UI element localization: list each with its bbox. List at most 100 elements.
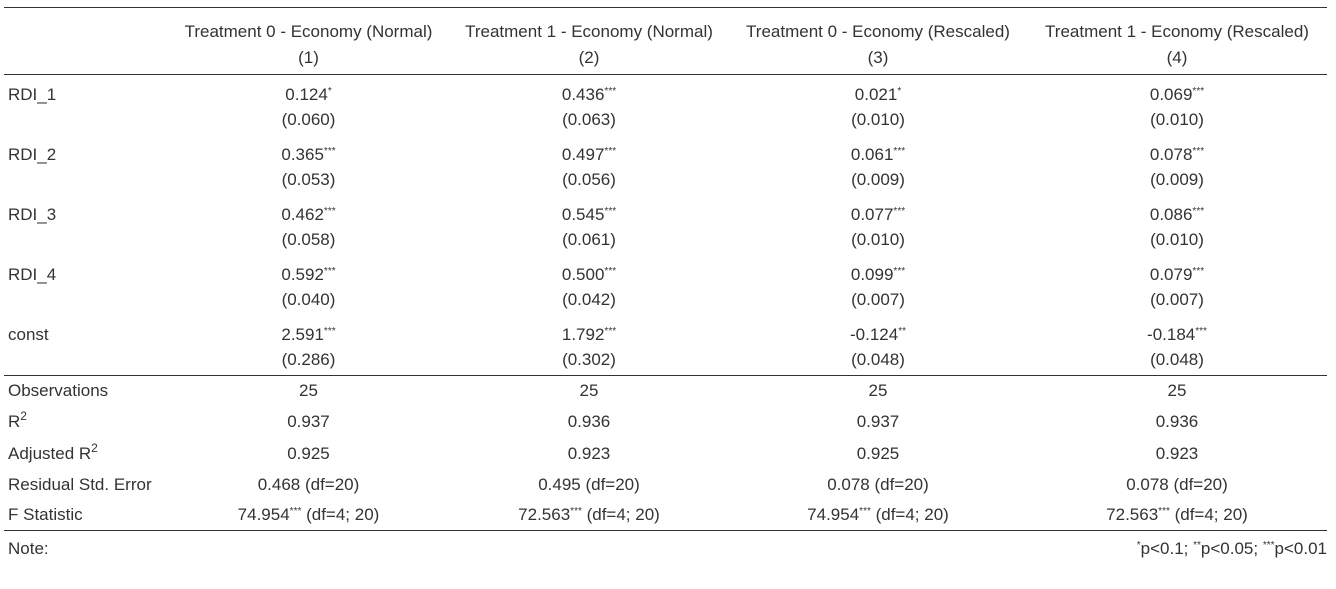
coef-value: 0.462 [281, 205, 324, 224]
coef-cell: 0.365*** [168, 135, 449, 165]
standard-error: (0.048) [1027, 345, 1327, 376]
se-row-const: (0.286) (0.302) (0.048) (0.048) [4, 345, 1327, 376]
header-titles-row: Treatment 0 - Economy (Normal) Treatment… [4, 7, 1327, 42]
note-stars-1: * [1136, 540, 1141, 551]
coef-cell: 0.069*** [1027, 75, 1327, 106]
r2-label-text: R [8, 412, 21, 431]
stat-row-f-statistic: F Statistic 74.954*** (df=4; 20) 72.563*… [4, 500, 1327, 531]
significance-stars: *** [604, 326, 617, 337]
f-value: 74.954 [807, 505, 860, 524]
coef-cell: 0.592*** [168, 255, 449, 285]
coef-cell: 0.462*** [168, 195, 449, 225]
stat-value: 0.937 [856, 412, 900, 431]
coef-cell: 0.500*** [449, 255, 729, 285]
coef-row-rdi-4: RDI_4 0.592*** 0.500*** 0.099*** 0.079**… [4, 255, 1327, 285]
stat-value: 0.925 [856, 444, 900, 463]
note-text-2: p<0.05; [1200, 539, 1263, 558]
significance-stars: *** [1192, 86, 1205, 97]
standard-error: (0.009) [1150, 170, 1204, 189]
stat-row-adjusted-r2: Adjusted R2 0.925 0.923 0.925 0.923 [4, 438, 1327, 470]
significance-stars: *** [604, 266, 617, 277]
model-number: (4) [1027, 42, 1327, 75]
adjusted-r2-superscript: 2 [91, 441, 98, 455]
note-text-1: p<0.1; [1140, 539, 1194, 558]
note-label: Note: [8, 539, 49, 558]
significance-stars: *** [570, 506, 582, 517]
significance-stars: *** [604, 86, 617, 97]
se-row-rdi-2: (0.053) (0.056) (0.009) (0.009) [4, 165, 1327, 195]
significance-stars: *** [1192, 266, 1205, 277]
variable-label: RDI_4 [8, 265, 57, 284]
coef-value: 0.077 [850, 205, 894, 224]
significance-stars: *** [893, 206, 906, 217]
standard-error: (0.056) [562, 170, 616, 189]
significance-stars: *** [1158, 506, 1170, 517]
coef-cell: 1.792*** [449, 315, 729, 345]
stat-value: 0.468 (df=20) [257, 475, 360, 494]
coef-value: 0.592 [281, 265, 324, 284]
stat-row-observations: Observations 25 25 25 25 [4, 376, 1327, 407]
header-blank-cell [4, 7, 168, 42]
f-df: (df=4; 20) [581, 505, 660, 524]
model-title: Treatment 0 - Economy (Normal) [168, 7, 449, 42]
note-stars-3: *** [1262, 540, 1275, 551]
f-df: (df=4; 20) [1169, 505, 1248, 524]
header-blank-cell [4, 42, 168, 75]
blank-cell [449, 531, 729, 568]
significance-stars: *** [1195, 326, 1207, 337]
header-numbers-row: (1) (2) (3) (4) [4, 42, 1327, 75]
standard-error: (0.010) [1150, 110, 1204, 129]
model-number: (3) [729, 42, 1027, 75]
stat-value: 74.954*** (df=4; 20) [168, 500, 449, 531]
significance-stars: *** [323, 206, 336, 217]
stat-value: 0.936 [567, 412, 611, 431]
coef-value: -0.124 [850, 325, 899, 344]
significance-note: *p<0.1; **p<0.05; ***p<0.01 [729, 531, 1327, 568]
standard-error: (0.302) [449, 345, 729, 376]
significance-stars: *** [604, 206, 617, 217]
regression-table: Treatment 0 - Economy (Normal) Treatment… [4, 7, 1327, 567]
stat-value: 0.923 [1155, 444, 1199, 463]
f-value: 72.563 [518, 505, 571, 524]
coef-value: 1.792 [561, 325, 605, 344]
coef-row-rdi-2: RDI_2 0.365*** 0.497*** 0.061*** 0.078**… [4, 135, 1327, 165]
f-df: (df=4; 20) [301, 505, 380, 524]
coef-cell: 0.497*** [449, 135, 729, 165]
coef-value: 0.124 [285, 85, 328, 104]
model-number: (1) [168, 42, 449, 75]
coef-row-const: const 2.591*** 1.792*** -0.124** -0.184*… [4, 315, 1327, 345]
significance-stars: *** [323, 326, 336, 337]
standard-error: (0.010) [1150, 230, 1204, 249]
coef-cell: 0.086*** [1027, 195, 1327, 225]
significance-stars: *** [323, 266, 336, 277]
coef-value: 0.061 [850, 145, 894, 164]
variable-label: RDI_2 [8, 145, 57, 164]
stat-row-residual-std-error: Residual Std. Error 0.468 (df=20) 0.495 … [4, 470, 1327, 500]
coef-cell: 0.124* [168, 75, 449, 106]
significance-stars: *** [1192, 206, 1205, 217]
variable-label: const [8, 325, 49, 344]
variable-label: RDI_1 [8, 85, 57, 104]
stat-value: 25 [868, 381, 888, 400]
stat-value: 72.563*** (df=4; 20) [1027, 500, 1327, 531]
significance-stars: *** [893, 266, 906, 277]
coef-value: 0.086 [1149, 205, 1193, 224]
coef-value: 0.078 [1149, 145, 1193, 164]
coef-cell: -0.184*** [1027, 315, 1327, 345]
coef-value: 2.591 [281, 325, 324, 344]
model-title: Treatment 1 - Economy (Normal) [449, 7, 729, 42]
note-stars-2: ** [1193, 540, 1201, 551]
note-text-3: p<0.01 [1274, 539, 1327, 558]
coef-value: -0.184 [1147, 325, 1196, 344]
coef-value: 0.079 [1149, 265, 1193, 284]
coef-value: 0.021 [854, 85, 898, 104]
model-title: Treatment 0 - Economy (Rescaled) [729, 7, 1027, 42]
note-row: Note: *p<0.1; **p<0.05; ***p<0.01 [4, 531, 1327, 568]
blank-cell [4, 345, 168, 376]
coef-value: 0.497 [561, 145, 605, 164]
standard-error: (0.042) [562, 290, 616, 309]
standard-error: (0.048) [729, 345, 1027, 376]
stat-row-r2: R2 0.937 0.936 0.937 0.936 [4, 406, 1327, 438]
adjusted-r2-label-text: Adjusted R [8, 444, 92, 463]
coef-value: 0.545 [561, 205, 605, 224]
